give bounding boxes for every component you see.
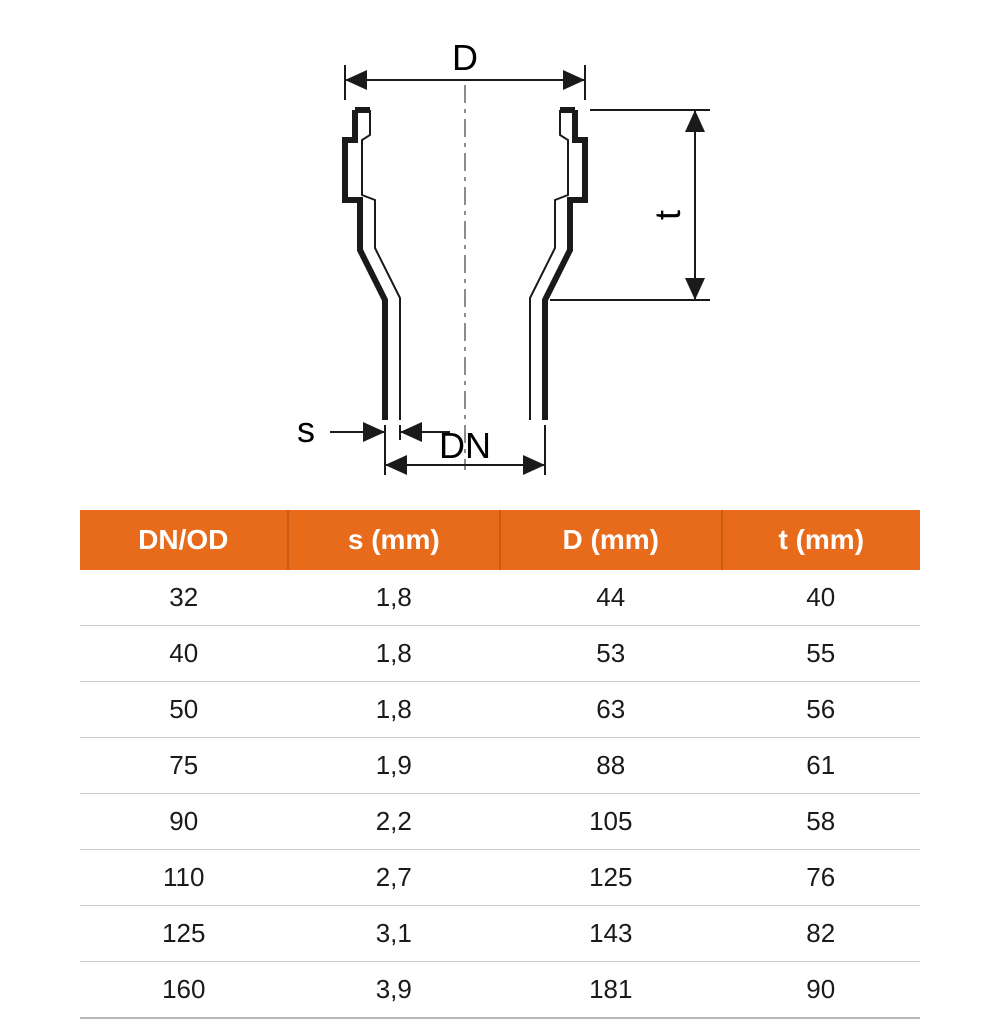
cell: 53 (500, 626, 722, 682)
cell: 105 (500, 794, 722, 850)
cell: 143 (500, 906, 722, 962)
cell: 76 (722, 850, 920, 906)
label-t: t (647, 210, 688, 220)
cell: 40 (722, 570, 920, 626)
cell: 1,8 (288, 570, 500, 626)
col-header: DN/OD (80, 510, 288, 570)
cell: 2,2 (288, 794, 500, 850)
cell: 1,9 (288, 738, 500, 794)
cell: 90 (722, 962, 920, 1019)
cell: 3,9 (288, 962, 500, 1019)
table-row: 751,98861 (80, 738, 920, 794)
cell: 61 (722, 738, 920, 794)
table-row: 1102,712576 (80, 850, 920, 906)
cell: 125 (80, 906, 288, 962)
cell: 90 (80, 794, 288, 850)
table-row: 902,210558 (80, 794, 920, 850)
cell: 2,7 (288, 850, 500, 906)
spec-table-container: DN/ODs (mm)D (mm)t (mm) 321,84440401,853… (80, 510, 920, 1019)
cell: 56 (722, 682, 920, 738)
table-row: 1253,114382 (80, 906, 920, 962)
cell: 88 (500, 738, 722, 794)
cell: 181 (500, 962, 722, 1019)
col-header: s (mm) (288, 510, 500, 570)
label-dn: DN (439, 425, 491, 466)
cell: 44 (500, 570, 722, 626)
label-d: D (452, 40, 478, 78)
pipe-svg: D t s DN (150, 40, 850, 480)
table-row: 321,84440 (80, 570, 920, 626)
table-row: 401,85355 (80, 626, 920, 682)
cell: 1,8 (288, 626, 500, 682)
cell: 125 (500, 850, 722, 906)
col-header: D (mm) (500, 510, 722, 570)
cell: 50 (80, 682, 288, 738)
cell: 32 (80, 570, 288, 626)
pipe-diagram: D t s DN (150, 40, 850, 480)
cell: 55 (722, 626, 920, 682)
cell: 40 (80, 626, 288, 682)
cell: 110 (80, 850, 288, 906)
cell: 82 (722, 906, 920, 962)
cell: 63 (500, 682, 722, 738)
col-header: t (mm) (722, 510, 920, 570)
cell: 160 (80, 962, 288, 1019)
table-row: 501,86356 (80, 682, 920, 738)
spec-table: DN/ODs (mm)D (mm)t (mm) 321,84440401,853… (80, 510, 920, 1019)
cell: 58 (722, 794, 920, 850)
cell: 1,8 (288, 682, 500, 738)
cell: 75 (80, 738, 288, 794)
label-s: s (297, 409, 315, 450)
table-row: 1603,918190 (80, 962, 920, 1019)
cell: 3,1 (288, 906, 500, 962)
